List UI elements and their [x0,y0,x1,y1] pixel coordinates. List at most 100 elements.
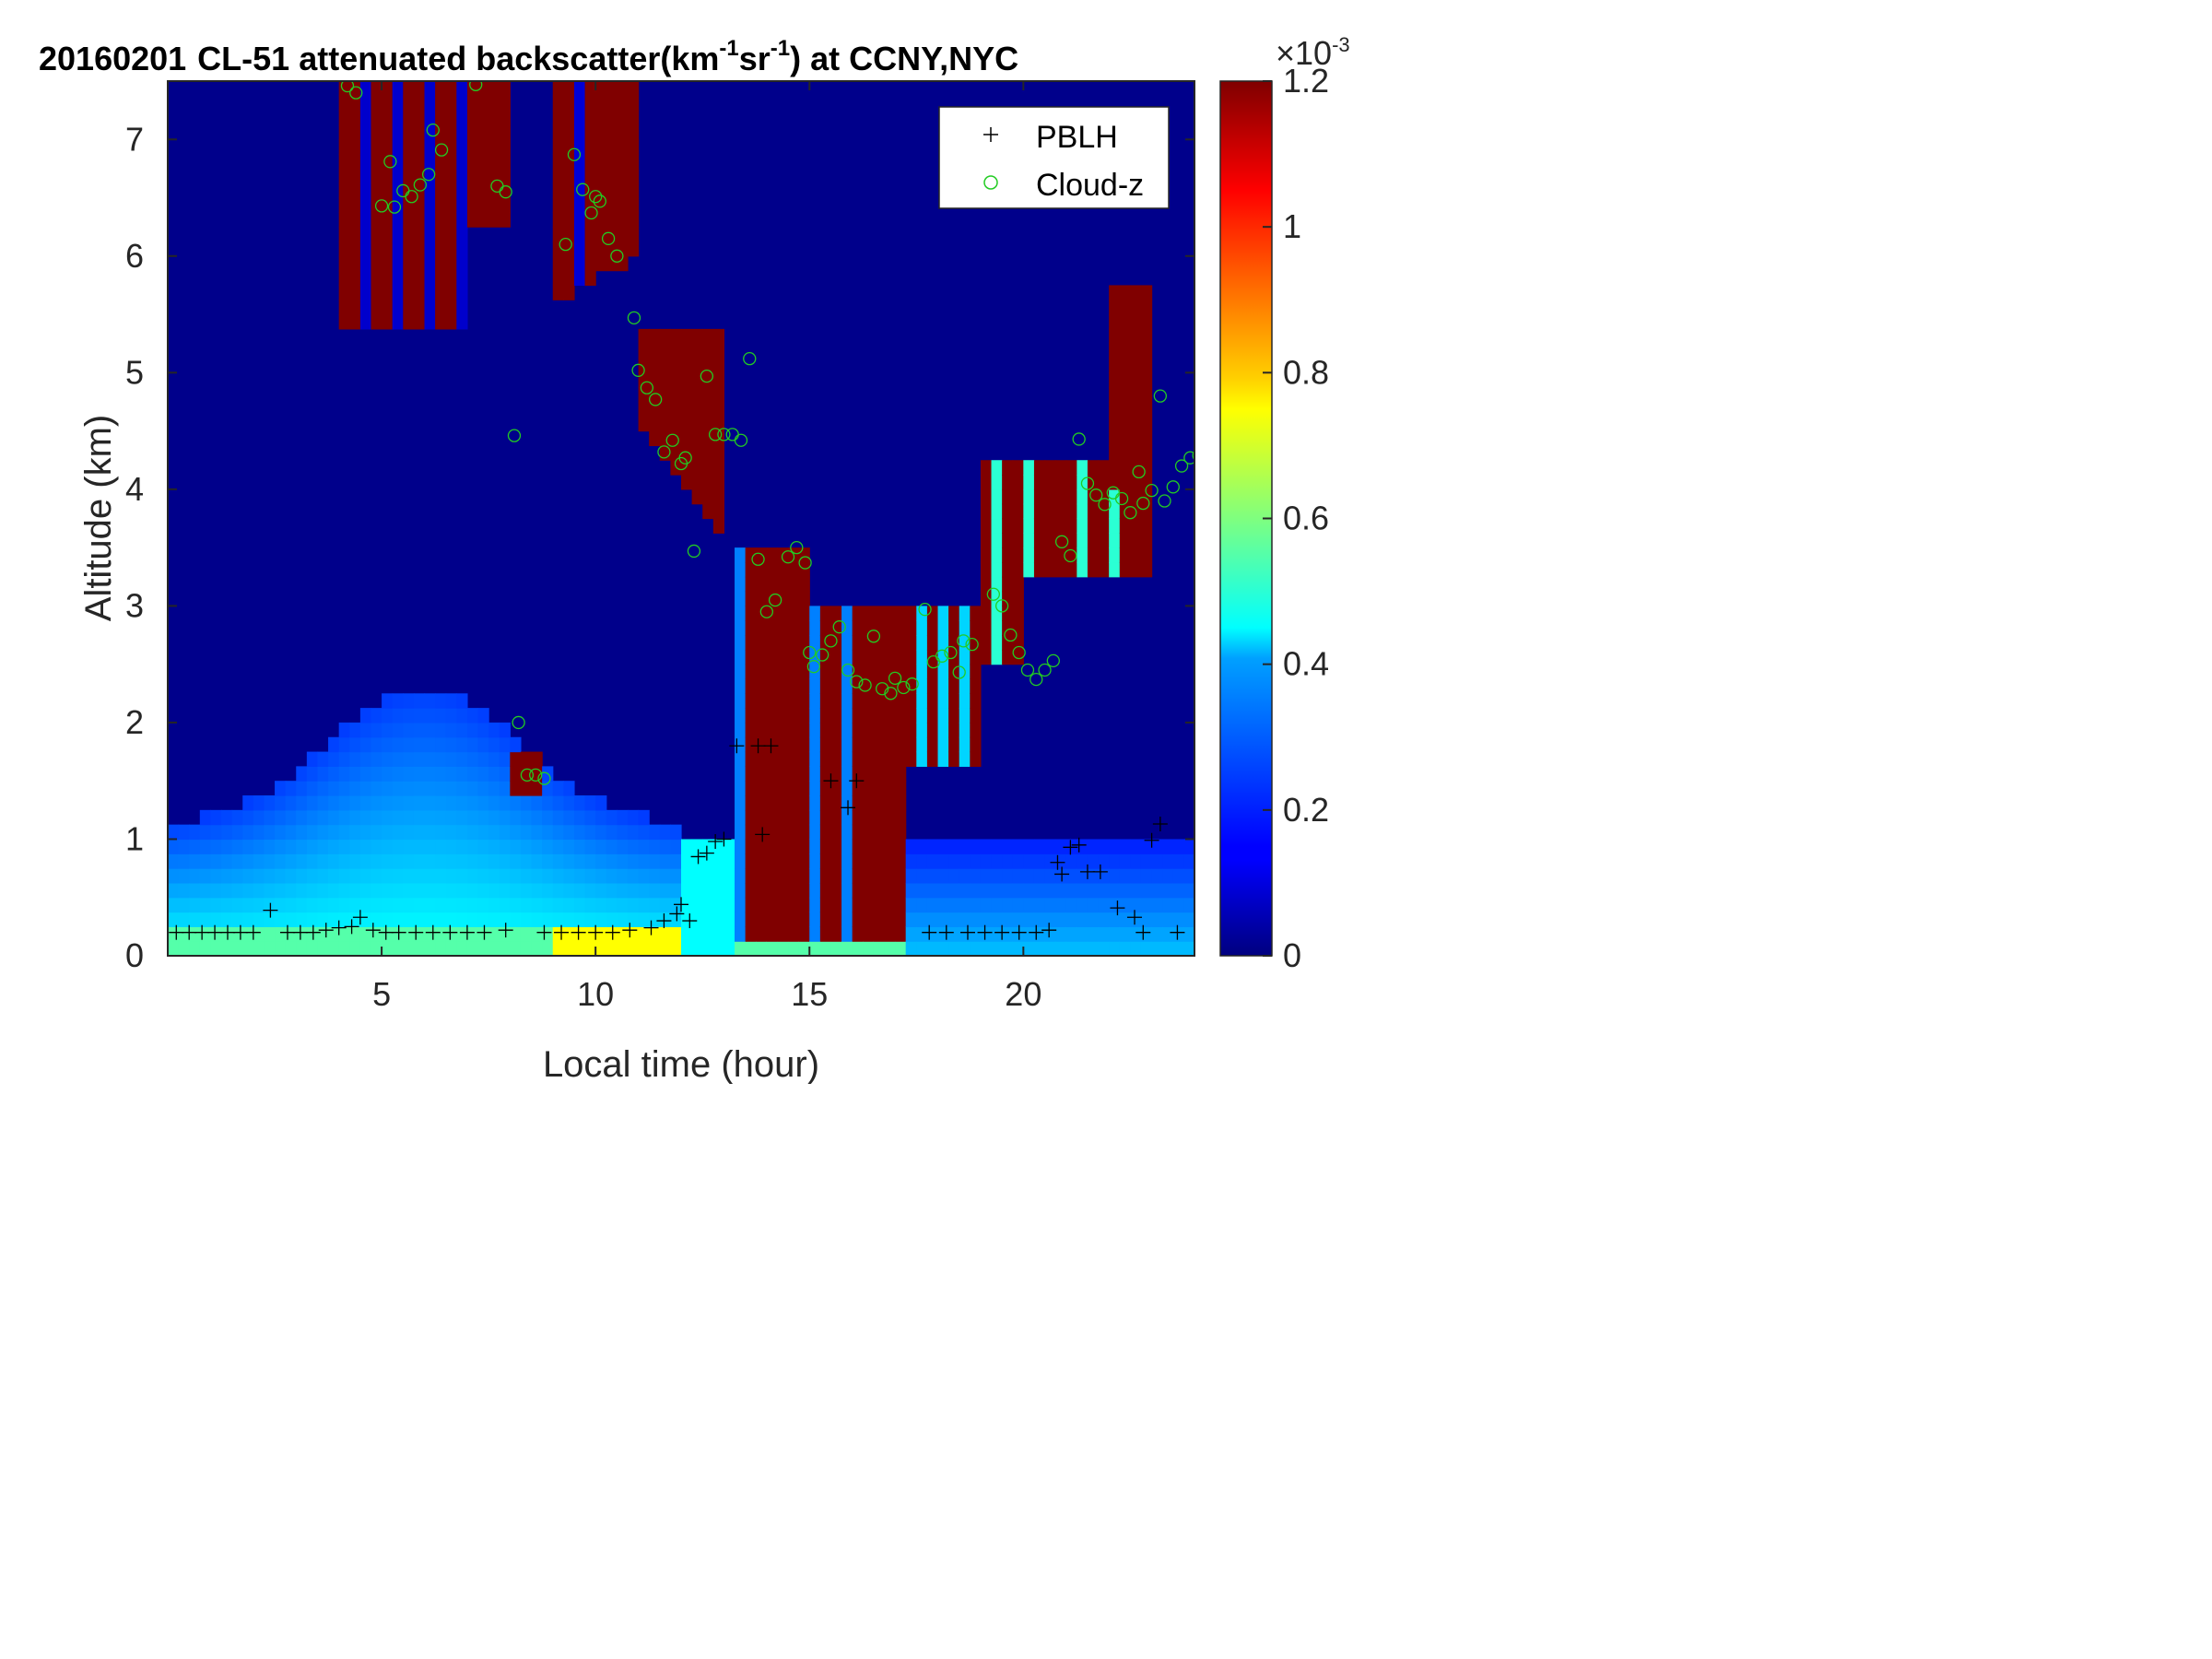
heat-cell [798,839,810,854]
heat-cell [552,809,564,826]
heat-cell [926,751,939,767]
heat-cell [435,197,447,213]
cloud-marker [1012,645,1026,660]
heat-cell [712,401,725,418]
heat-cell [702,445,714,461]
heat-cell [659,912,671,927]
heat-cell [916,708,928,724]
heat-cell [1023,868,1035,884]
heat-cell [584,839,596,854]
heat-cell [488,722,500,738]
heat-cell [359,168,372,184]
heat-cell [756,795,768,811]
heat-cell [1119,401,1131,418]
heat-cell [756,708,768,724]
heat-cell [488,926,500,942]
heat-cell [809,912,821,927]
heat-cell [403,722,415,738]
pblh-marker [938,924,954,940]
heat-cell [798,882,810,899]
heat-cell [712,328,725,345]
heat-cell [873,824,886,841]
heat-cell [456,314,468,330]
heat-cell [1119,358,1131,373]
heat-cell [584,110,596,126]
cloud-marker [529,768,543,782]
heat-cell [1140,285,1153,300]
heat-cell [745,693,757,709]
heat-cell [573,912,586,927]
heat-cell [798,635,810,651]
heat-cell [552,868,564,884]
heat-cell [1119,416,1131,432]
heat-cell [413,882,426,899]
heat-cell [745,606,757,621]
cloud-marker [421,168,436,182]
heat-cell [424,722,436,738]
heat-cell [552,941,564,956]
heat-cell [788,897,800,913]
heat-cell [445,168,457,184]
heat-cell [819,809,832,826]
heat-cell [809,824,821,841]
heat-cell [895,649,907,665]
heat-cell [756,941,768,956]
heat-cell [756,897,768,913]
heat-cell [970,882,982,899]
heat-cell [488,824,500,841]
heat-cell [1109,430,1121,447]
heat-cell [895,809,907,826]
cloud-marker [665,433,679,447]
heat-cell [359,227,372,242]
heat-cell [948,620,960,636]
heat-cell [638,387,650,403]
heat-cell [456,124,468,140]
series-pblh [169,738,1185,940]
heat-cell [199,868,212,884]
heat-cell [756,649,768,665]
heat-cell [1077,839,1088,854]
heat-cell [1109,416,1121,432]
heat-cell [338,95,350,112]
heat-cell [1023,475,1035,490]
heat-cell [1109,547,1121,563]
cloud-marker [512,715,525,730]
heat-cell [349,795,361,811]
heat-cell [338,839,350,854]
heat-cell [926,941,939,956]
heat-cell [477,795,489,811]
heat-cell [477,708,489,724]
heat-cell [349,154,361,170]
heat-cell [178,926,190,942]
heat-cell [798,795,810,811]
heat-cell [948,868,960,884]
heat-cell [392,853,404,869]
heat-cell [766,868,779,884]
heat-cell [1002,649,1014,665]
heat-cell [873,897,886,913]
heat-cell [788,926,800,942]
heat-cell [488,781,500,796]
heat-cell [382,766,394,782]
heat-cell [403,751,415,767]
heat-cell [499,736,511,753]
heat-cell [649,343,661,359]
heat-cell [1055,926,1067,942]
heat-cell [980,839,993,854]
cloud-marker [952,665,966,679]
heat-cell [275,912,287,927]
heat-cell [382,839,394,854]
heat-cell [1098,882,1110,899]
heat-cell [456,182,468,199]
heat-cell [403,868,415,884]
heat-cell [392,314,404,330]
heat-cell [199,882,212,899]
heat-cell [456,722,468,738]
heat-cell [745,766,757,782]
heat-cell [371,766,382,782]
heat-cell [466,766,479,782]
heat-cell [691,401,703,418]
heat-cell [1012,620,1024,636]
heat-cell [488,809,500,826]
heat-cell [435,736,447,753]
